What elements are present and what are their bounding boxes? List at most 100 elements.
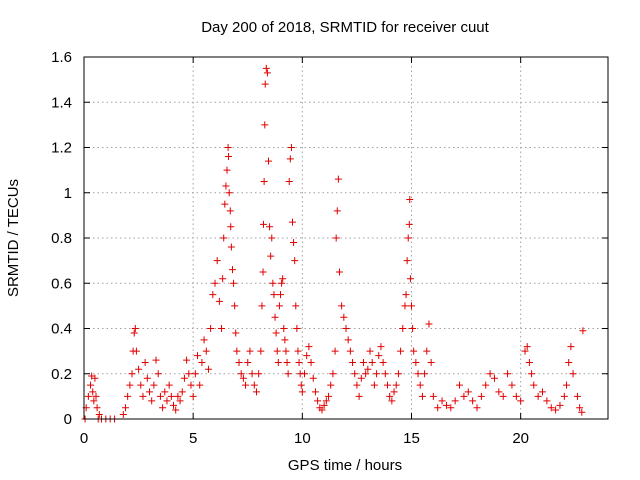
data-point — [131, 325, 139, 332]
data-point — [215, 297, 223, 305]
data-point — [340, 313, 348, 321]
data-point — [267, 252, 275, 260]
data-point — [357, 374, 365, 382]
data-point — [227, 223, 235, 231]
data-point — [504, 370, 512, 378]
data-point — [163, 397, 171, 405]
data-point — [349, 358, 357, 366]
data-point — [198, 358, 206, 366]
data-point — [429, 392, 437, 400]
data-point — [139, 392, 147, 400]
data-point — [148, 397, 156, 405]
data-point — [351, 370, 359, 378]
chart-title: Day 200 of 2018, SRMTID for receiver cuu… — [201, 19, 489, 36]
data-point — [294, 347, 302, 355]
data-point — [401, 302, 409, 310]
data-point — [258, 302, 266, 310]
data-point — [412, 358, 420, 366]
data-point — [464, 388, 472, 396]
data-point — [213, 257, 221, 265]
data-point — [469, 397, 477, 405]
data-point — [275, 302, 283, 310]
data-point — [277, 291, 284, 299]
data-point — [93, 404, 101, 412]
y-tick-label: 0.2 — [51, 366, 72, 383]
data-point — [563, 381, 571, 389]
data-point — [325, 392, 333, 400]
data-point — [386, 392, 394, 400]
data-point — [284, 370, 292, 378]
data-point — [278, 279, 286, 287]
data-point — [211, 279, 219, 287]
data-point — [403, 257, 411, 265]
data-point — [176, 397, 184, 405]
data-point — [185, 370, 193, 378]
data-point — [394, 370, 402, 378]
data-point — [196, 381, 204, 389]
data-point — [90, 397, 98, 405]
data-point — [252, 388, 260, 396]
data-point — [416, 381, 424, 389]
data-point — [87, 381, 95, 389]
data-point — [291, 257, 299, 265]
data-point — [556, 401, 564, 409]
data-point — [576, 404, 584, 412]
data-point — [309, 374, 317, 382]
data-point — [521, 347, 529, 355]
data-point — [222, 182, 230, 190]
data-point — [200, 336, 208, 344]
data-point — [333, 207, 341, 215]
y-axis-label: SRMTID / TECUs — [5, 179, 22, 297]
data-point — [460, 392, 468, 400]
data-point — [124, 392, 132, 400]
data-point — [539, 388, 546, 396]
data-point — [414, 370, 422, 378]
x-tick-label: 15 — [403, 430, 420, 447]
data-point — [95, 410, 103, 418]
y-tick-label: 0.4 — [51, 321, 72, 338]
data-point — [274, 358, 282, 366]
y-tick-label: 1 — [64, 185, 72, 202]
data-point — [508, 381, 516, 389]
data-point — [156, 392, 164, 400]
data-point — [242, 381, 250, 389]
data-point — [390, 388, 398, 396]
data-point — [383, 381, 391, 389]
data-point — [223, 166, 231, 174]
data-point — [259, 268, 267, 276]
data-point — [495, 388, 503, 396]
data-point — [207, 325, 215, 332]
data-point — [194, 352, 202, 360]
data-point — [404, 234, 412, 242]
data-point — [530, 381, 538, 389]
data-point — [146, 388, 153, 396]
data-point — [377, 343, 385, 351]
data-point — [218, 325, 226, 332]
data-point — [126, 381, 134, 389]
data-point — [141, 358, 149, 366]
data-point — [261, 80, 269, 88]
y-tick-label: 0.6 — [51, 275, 72, 292]
data-point — [233, 347, 241, 355]
data-point — [174, 392, 182, 400]
data-point — [381, 370, 389, 378]
data-point — [228, 266, 236, 274]
data-point — [359, 358, 367, 366]
data-point — [547, 404, 555, 412]
data-point — [327, 381, 335, 389]
data-point — [167, 392, 175, 400]
data-point — [410, 347, 418, 355]
x-tick-label: 20 — [512, 430, 529, 447]
data-point — [543, 397, 551, 405]
data-point — [423, 347, 431, 355]
data-point — [237, 370, 245, 378]
data-point — [334, 175, 342, 183]
data-point — [154, 370, 162, 378]
data-point — [482, 381, 490, 389]
data-point — [490, 374, 498, 382]
data-point — [477, 392, 485, 400]
data-point — [573, 392, 581, 400]
data-point — [121, 404, 129, 412]
data-point — [261, 121, 269, 129]
